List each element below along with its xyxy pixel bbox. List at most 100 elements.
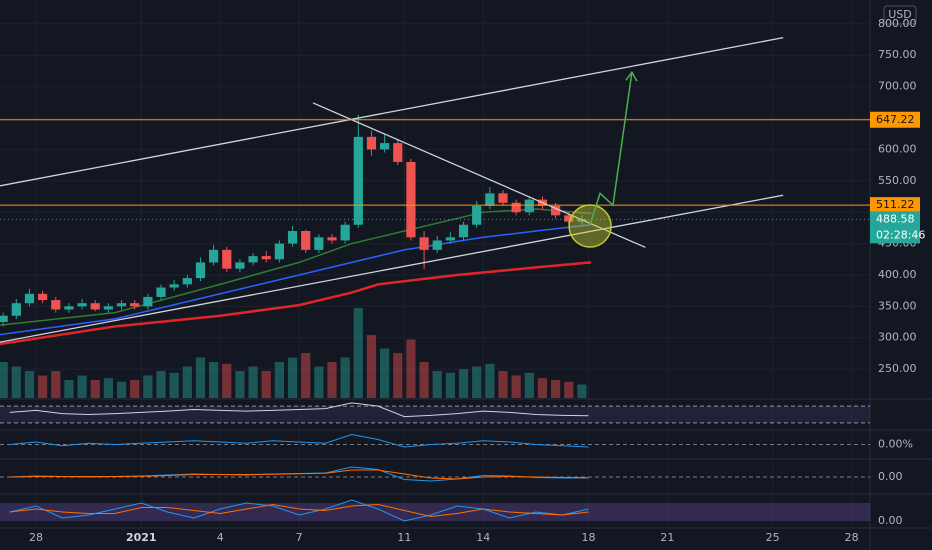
stoch-d: [9, 503, 589, 518]
candle-body: [314, 237, 324, 250]
volume-bar: [116, 381, 127, 398]
volume-bar: [222, 363, 232, 398]
candle-body: [169, 284, 179, 288]
moving-average: [0, 223, 592, 336]
candle-body: [564, 215, 574, 222]
volume-bar: [143, 375, 153, 398]
stoch-k: [9, 499, 589, 522]
volume-bar: [51, 371, 61, 398]
volume-bar: [24, 371, 35, 398]
moving-average: [0, 261, 592, 346]
candle-body: [51, 300, 61, 310]
candle-body: [287, 231, 298, 244]
candle-body: [458, 224, 469, 238]
volume-bar: [511, 375, 521, 398]
candle-body: [445, 237, 455, 241]
volume-bar: [498, 371, 508, 398]
volume-bar: [419, 362, 429, 398]
x-tick-label: 11: [397, 531, 411, 544]
volume-bar: [182, 366, 192, 398]
volume-bar: [11, 366, 21, 398]
y-tick-label: 350.00: [878, 299, 917, 312]
volume-bar: [130, 380, 140, 398]
volume-bar: [366, 335, 377, 398]
volume-bar: [0, 362, 8, 398]
x-tick-label: 28: [845, 531, 859, 544]
x-tick-label: 28: [29, 531, 43, 544]
candle-body: [11, 303, 21, 316]
volume-bar: [406, 339, 416, 398]
y-tick-label: 800.00: [878, 17, 917, 30]
candle-body: [77, 303, 87, 307]
candle-body: [0, 315, 8, 323]
y-tick-label: 400.00: [878, 268, 917, 281]
volume-bar: [445, 372, 455, 398]
volume-bar: [485, 363, 495, 398]
rsi-band: [0, 406, 870, 423]
volume-bar: [524, 372, 534, 398]
volume-bar: [564, 381, 574, 398]
candle-body: [235, 262, 245, 269]
candle-body: [24, 293, 35, 304]
last-price-label: 488.58: [876, 212, 915, 225]
volume-bar: [551, 380, 561, 398]
candle-body: [419, 237, 429, 250]
candle-body: [156, 287, 166, 297]
volume-bar: [577, 384, 587, 398]
candle-body: [432, 240, 442, 250]
highlight-circle: [568, 204, 612, 248]
volume-bar: [38, 375, 48, 398]
pane-label: 0.00: [878, 470, 903, 483]
y-tick-label: 600.00: [878, 142, 917, 155]
volume-bar: [301, 353, 311, 398]
candle-body: [90, 303, 100, 310]
volume-bar: [314, 366, 324, 398]
level-label: 511.22: [876, 198, 915, 211]
candle-body: [261, 256, 271, 260]
candle-body: [301, 231, 311, 250]
volume-bar: [340, 357, 350, 398]
y-tick-label: 300.00: [878, 331, 917, 344]
volume-bar: [103, 378, 113, 398]
countdown-label: 02:28:46: [876, 228, 925, 241]
candle-body: [353, 136, 363, 225]
candle-body: [274, 243, 284, 260]
candle-body: [393, 143, 403, 162]
level-label: 647.22: [876, 113, 915, 126]
arrow-head: [625, 70, 638, 82]
x-tick-label: 25: [766, 531, 780, 544]
candle-body: [130, 303, 140, 307]
candle-body: [248, 256, 258, 263]
candle-body: [327, 237, 337, 241]
pane-label: 0.00: [878, 514, 903, 527]
x-tick-label: 14: [476, 531, 490, 544]
candle-body: [143, 296, 153, 307]
volume-bar: [380, 348, 390, 398]
volume-bar: [537, 378, 548, 398]
x-tick-label: 4: [217, 531, 224, 544]
candle-body: [551, 205, 561, 216]
candle-body: [116, 303, 127, 307]
rsi-line: [9, 402, 589, 418]
candle-body: [524, 199, 534, 213]
signal-line: [9, 469, 589, 480]
candle-body: [209, 249, 219, 263]
trend-line: [0, 37, 784, 187]
currency: USD: [888, 8, 912, 21]
volume-bar: [195, 357, 206, 398]
volume-bar: [472, 366, 482, 398]
volume-bar: [209, 362, 219, 398]
candle-body: [406, 161, 416, 238]
level-label-box: [870, 197, 920, 214]
x-tick-label: 7: [296, 531, 303, 544]
candle-body: [498, 193, 508, 203]
y-tick-label: 550.00: [878, 174, 917, 187]
volume-bar: [235, 371, 245, 398]
projection-arrow: [589, 72, 633, 225]
candle-body: [380, 143, 390, 150]
currency-box: [883, 5, 917, 25]
level-label-box: [870, 111, 920, 128]
pane-label: 0.00%: [878, 438, 913, 451]
candle-body: [366, 136, 377, 150]
